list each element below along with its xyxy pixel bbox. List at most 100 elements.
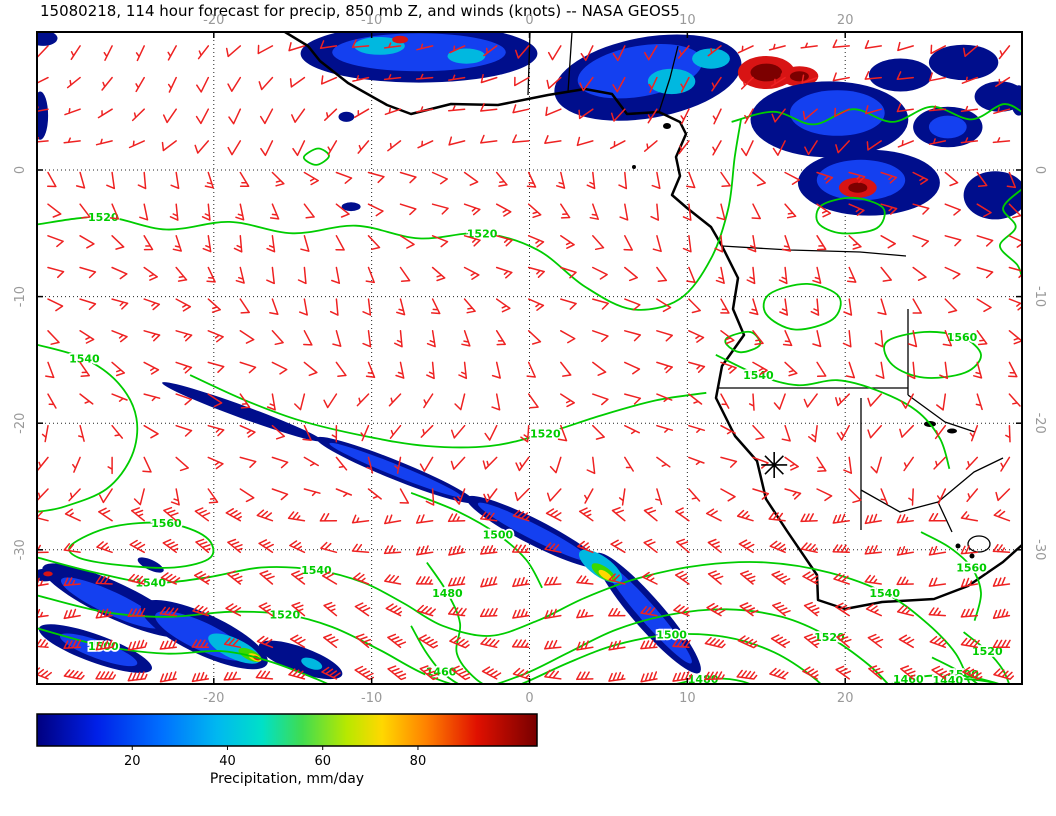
colorbar-tick-label: 80 bbox=[410, 754, 427, 769]
height-contour-1500 bbox=[931, 656, 980, 684]
x-tick-label-bottom: 10 bbox=[679, 691, 696, 706]
precip-region-yellow bbox=[598, 569, 613, 581]
precip-region-navy bbox=[963, 171, 1022, 220]
africa-coastline bbox=[283, 32, 1022, 611]
height-contour-1520 bbox=[302, 147, 330, 166]
contour-label: 1560 bbox=[151, 517, 182, 530]
contour-label: 1440 bbox=[932, 674, 963, 687]
colorbar-ticks: 20 40 60 80 bbox=[124, 746, 426, 769]
height-contour-1520 bbox=[999, 188, 1022, 278]
height-contour-1520 bbox=[189, 374, 707, 449]
x-tick-label-top: 10 bbox=[679, 13, 696, 28]
lake bbox=[947, 428, 957, 434]
height-contour-1560 bbox=[68, 521, 215, 569]
y-tick-label-left: 0 bbox=[13, 166, 28, 174]
contour-label: 1560 bbox=[956, 562, 987, 575]
precip-region-red bbox=[43, 571, 53, 577]
precip-region-navy bbox=[868, 58, 933, 92]
contour-label: 1500 bbox=[483, 529, 514, 542]
height-contour-1540 bbox=[37, 343, 139, 513]
x-tick-label-bottom: -10 bbox=[361, 691, 382, 706]
precip-region-darkred bbox=[750, 63, 783, 82]
colorbar-tick-label: 40 bbox=[219, 754, 236, 769]
geography-layer bbox=[283, 32, 1022, 611]
x-tick-label-bottom: 0 bbox=[525, 691, 533, 706]
colorbar-gradient bbox=[36, 713, 538, 747]
height-contour-1520 bbox=[762, 282, 842, 331]
precip-region-navy bbox=[341, 202, 361, 212]
precip-region-navy bbox=[37, 91, 49, 140]
precip-region-darkred bbox=[848, 182, 868, 193]
precip-region-navy bbox=[162, 382, 323, 442]
figure-title: 15080218, 114 hour forecast for precip, … bbox=[40, 2, 680, 20]
precip-region-navy bbox=[338, 111, 355, 122]
axis-ticks-layer: -20 -20 -10 -10 0 0 10 10 20 20 0 0 -10 -10 -20 -20 -30 -… bbox=[13, 13, 1047, 706]
y-tick-label-left: -30 bbox=[13, 539, 28, 560]
precip-region-navy bbox=[37, 32, 58, 46]
contour-label: 1520 bbox=[814, 631, 845, 644]
contour-label: 1560 bbox=[947, 331, 978, 344]
height-contour-1520 bbox=[731, 103, 1022, 126]
contour-label: 1480 bbox=[432, 587, 463, 600]
height-contour-1560 bbox=[920, 531, 982, 621]
colorbar-label: Precipitation, mm/day bbox=[210, 771, 364, 787]
bioko-island bbox=[663, 123, 671, 129]
y-tick-label-right: -20 bbox=[1032, 413, 1047, 434]
height-contour-1480 bbox=[672, 677, 753, 684]
contour-label: 1540 bbox=[301, 564, 332, 577]
height-contour-1560 bbox=[883, 330, 982, 379]
colorbar-tick-label: 60 bbox=[314, 754, 331, 769]
precip-region-cyan bbox=[354, 37, 405, 55]
height-contour-1520 bbox=[815, 196, 886, 235]
x-tick-label-top: -20 bbox=[203, 13, 224, 28]
y-tick-label-right: -30 bbox=[1032, 539, 1047, 560]
precip-region-navy bbox=[258, 640, 343, 680]
station-marker bbox=[761, 451, 788, 478]
coastal-feature bbox=[969, 553, 975, 559]
contour-label: 1520 bbox=[530, 427, 561, 440]
contour-label: 1460 bbox=[893, 673, 924, 686]
height-contour-1460 bbox=[410, 625, 461, 684]
precip-region-darkred bbox=[789, 71, 809, 82]
height-contour-1500 bbox=[410, 491, 543, 589]
height-contour-1540 bbox=[37, 556, 971, 684]
colorbar-tick-label: 20 bbox=[124, 754, 141, 769]
precip-region-blue bbox=[928, 115, 967, 139]
precip-region-red bbox=[392, 35, 408, 44]
colorbar: 20 40 60 80 Precipitation, mm/day bbox=[36, 713, 538, 787]
map-clip-group: 1520 1520 1540 1560 1540 1540 1540 1520 1520 1500… bbox=[37, 32, 1022, 687]
height-contour-1520 bbox=[37, 594, 890, 684]
y-tick-label-left: -20 bbox=[13, 413, 28, 434]
country-borders bbox=[527, 32, 1004, 533]
contour-label: 1540 bbox=[743, 369, 774, 382]
x-tick-label-top: 20 bbox=[837, 13, 854, 28]
precip-region-cyan bbox=[301, 657, 323, 670]
contour-label: 1540 bbox=[69, 353, 100, 366]
precip-region-navy bbox=[1010, 85, 1022, 116]
precip-region-blue bbox=[603, 562, 692, 664]
x-tick-label-top: -10 bbox=[361, 13, 382, 28]
contour-label: 1520 bbox=[88, 211, 119, 224]
precip-region-navy bbox=[928, 44, 999, 81]
x-tick-label-top: 0 bbox=[525, 13, 533, 28]
lesotho-border bbox=[967, 535, 991, 553]
sao-tome-island bbox=[632, 165, 636, 169]
x-tick-label-bottom: 20 bbox=[837, 691, 854, 706]
height-contour-1440 bbox=[932, 678, 1000, 684]
y-tick-label-left: -10 bbox=[13, 286, 28, 307]
precip-region-cyan bbox=[692, 48, 730, 69]
coastal-feature bbox=[955, 543, 961, 549]
x-tick-label-bottom: -20 bbox=[203, 691, 224, 706]
contour-label: 1500 bbox=[656, 629, 687, 642]
y-tick-label-right: -10 bbox=[1032, 286, 1047, 307]
y-tick-label-right: 0 bbox=[1032, 166, 1047, 174]
precip-region-cyan bbox=[447, 48, 486, 64]
contour-label: 1520 bbox=[269, 608, 300, 621]
precip-region-blue bbox=[329, 442, 462, 498]
contour-label: 1540 bbox=[869, 587, 900, 600]
precip-region-blue bbox=[477, 502, 591, 562]
height-contour-1540 bbox=[715, 353, 951, 470]
precip-region-navy bbox=[137, 557, 164, 573]
